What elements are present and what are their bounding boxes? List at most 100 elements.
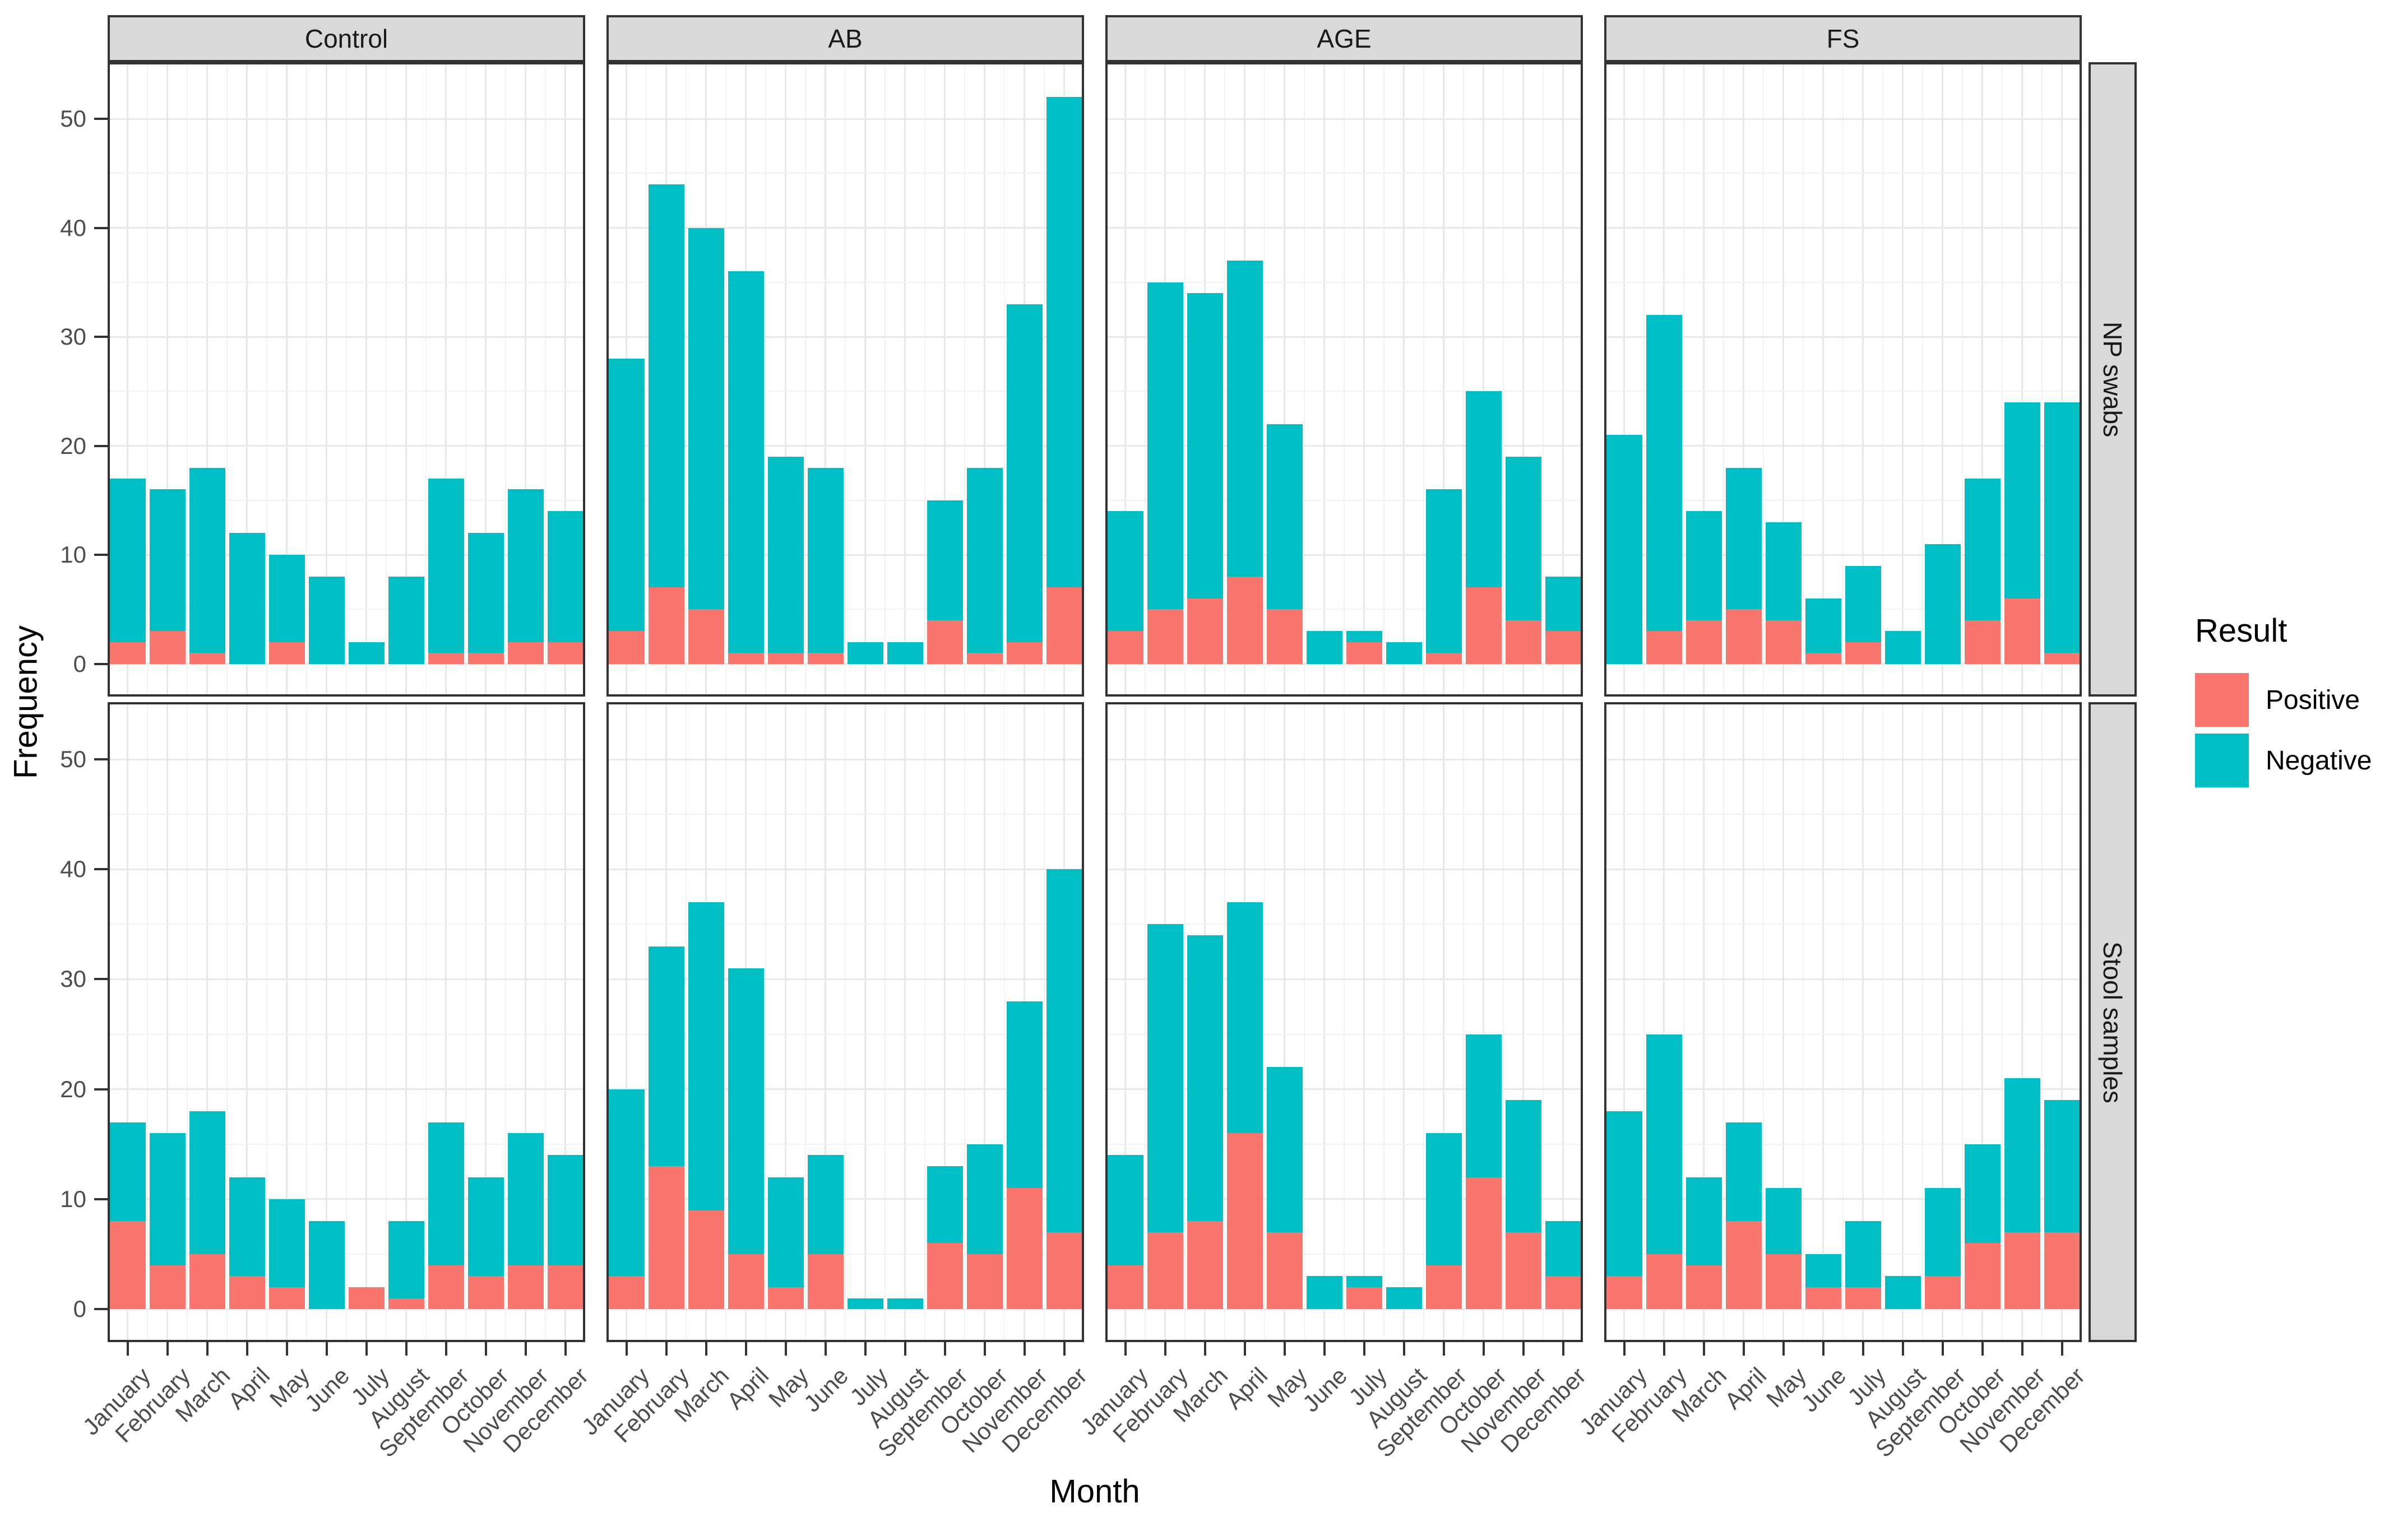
- bar-segment-negative: [547, 1155, 584, 1265]
- gridline-v-minor: [187, 702, 188, 1342]
- y-axis-tick-label: 40: [60, 214, 86, 241]
- gridline-v-major: [1323, 62, 1325, 697]
- gridline-h-minor: [606, 609, 1084, 610]
- gridline-h-major: [108, 118, 585, 120]
- gridline-v-minor: [266, 702, 267, 1342]
- gridline-v-minor: [2041, 62, 2043, 697]
- bar-segment-negative: [1725, 1122, 1762, 1222]
- gridline-v-minor: [686, 62, 687, 697]
- bar-april: [229, 533, 265, 664]
- gridline-h-major: [1604, 1308, 2082, 1310]
- bar-september: [927, 1166, 963, 1310]
- x-axis-tick: [665, 1342, 668, 1356]
- bar-segment-positive: [1266, 1232, 1303, 1310]
- bar-january: [109, 478, 146, 664]
- bar-segment-negative: [1646, 315, 1682, 632]
- bar-segment-negative: [1187, 293, 1223, 598]
- bar-segment-positive: [189, 1254, 225, 1310]
- gridline-v-major: [944, 702, 946, 1342]
- gridline-v-major: [2061, 702, 2063, 1342]
- bar-segment-positive: [1046, 1232, 1082, 1310]
- gridline-v-major: [1284, 702, 1285, 1342]
- bar-segment-negative: [608, 359, 645, 632]
- bar-november: [1006, 304, 1043, 664]
- bar-segment-positive: [507, 1265, 544, 1310]
- bar-december: [547, 511, 584, 664]
- gridline-v-minor: [1463, 62, 1464, 697]
- gridline-h-minor: [1604, 281, 2082, 283]
- gridline-v-minor: [845, 702, 846, 1342]
- gridline-h-minor: [1604, 609, 2082, 610]
- bar-segment-negative: [109, 1122, 146, 1222]
- x-axis-tick: [1702, 1342, 1705, 1356]
- gridline-v-minor: [1004, 702, 1005, 1342]
- bar-segment-positive: [1646, 1254, 1682, 1310]
- gridline-h-minor: [606, 1033, 1084, 1035]
- gridline-h-major: [1604, 554, 2082, 556]
- bar-segment-negative: [1425, 1133, 1462, 1265]
- bar-april: [1725, 1122, 1762, 1310]
- bar-segment-positive: [1505, 1232, 1541, 1310]
- bar-segment-positive: [388, 1298, 424, 1310]
- bar-segment-negative: [1226, 260, 1263, 577]
- x-axis-tick: [1663, 1342, 1665, 1356]
- bar-october: [467, 533, 504, 664]
- x-axis-tick: [744, 1342, 747, 1356]
- gridline-v-minor: [1423, 62, 1424, 697]
- bar-february: [1646, 1034, 1682, 1310]
- bar-segment-positive: [1346, 1287, 1382, 1310]
- gridline-v-minor: [1004, 62, 1005, 697]
- bar-segment-positive: [109, 1221, 146, 1310]
- gridline-v-minor: [147, 702, 148, 1342]
- bar-segment-negative: [847, 642, 883, 664]
- gridline-v-minor: [187, 62, 188, 697]
- bar-segment-negative: [1046, 869, 1082, 1232]
- bar-december: [1046, 869, 1082, 1310]
- bar-segment-negative: [348, 642, 385, 664]
- bar-july: [348, 1287, 385, 1310]
- bar-segment-positive: [1006, 1188, 1043, 1310]
- bar-december: [2044, 1100, 2080, 1310]
- bar-september: [428, 478, 464, 664]
- gridline-h-minor: [1105, 499, 1583, 501]
- gridline-h-minor: [1604, 814, 2082, 815]
- gridline-v-minor: [1304, 702, 1305, 1342]
- bar-segment-negative: [1924, 1188, 1961, 1277]
- bar-may: [268, 555, 305, 664]
- bar-segment-positive: [1006, 642, 1043, 664]
- gridline-v-major: [365, 62, 367, 697]
- bar-segment-positive: [1924, 1276, 1961, 1310]
- y-axis-tick: [94, 444, 108, 447]
- gridline-v-major: [1403, 62, 1405, 697]
- bar-july: [348, 642, 385, 664]
- gridline-h-minor: [606, 173, 1084, 174]
- bar-segment-positive: [428, 1265, 464, 1310]
- bar-segment-negative: [1107, 1155, 1143, 1265]
- gridline-h-minor: [1604, 924, 2082, 925]
- x-axis-tick: [524, 1342, 527, 1356]
- bar-segment-negative: [467, 533, 504, 653]
- gridline-h-major: [1604, 978, 2082, 980]
- x-axis-tick: [943, 1342, 946, 1356]
- gridline-h-minor: [1604, 1143, 2082, 1145]
- x-axis-tick: [1482, 1342, 1485, 1356]
- bar-may: [1765, 522, 1802, 664]
- gridline-h-major: [606, 227, 1084, 229]
- y-axis-tick: [94, 336, 108, 338]
- gridline-v-minor: [1763, 62, 1764, 697]
- bar-segment-negative: [1107, 511, 1143, 632]
- gridline-h-major: [606, 336, 1084, 338]
- bar-segment-positive: [2004, 1232, 2040, 1310]
- gridline-v-major: [1522, 62, 1524, 697]
- gridline-v-minor: [924, 62, 925, 697]
- panel-AGE-0: [1105, 62, 1583, 697]
- gridline-h-major: [108, 1088, 585, 1091]
- gridline-v-major: [2021, 702, 2023, 1342]
- gridline-v-major: [405, 702, 407, 1342]
- bar-segment-negative: [467, 1177, 504, 1277]
- bar-september: [1924, 544, 1961, 664]
- gridline-v-minor: [1344, 62, 1345, 697]
- y-axis-tick-label: 50: [60, 105, 86, 132]
- bar-segment-negative: [1187, 935, 1223, 1222]
- bar-segment-negative: [887, 642, 923, 664]
